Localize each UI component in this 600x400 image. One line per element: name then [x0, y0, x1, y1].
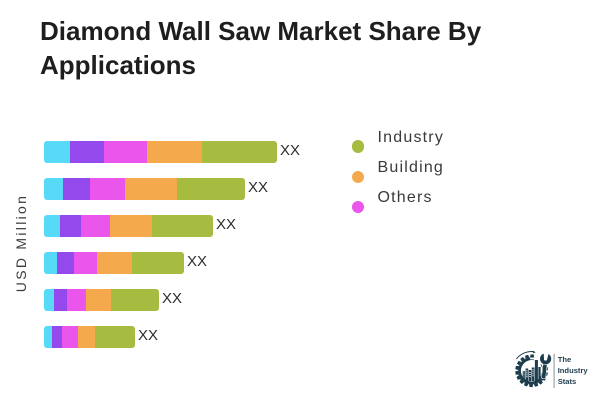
svg-text:Stats: Stats	[558, 377, 577, 386]
svg-text:Industry: Industry	[558, 366, 589, 375]
svg-text:The: The	[558, 355, 572, 364]
